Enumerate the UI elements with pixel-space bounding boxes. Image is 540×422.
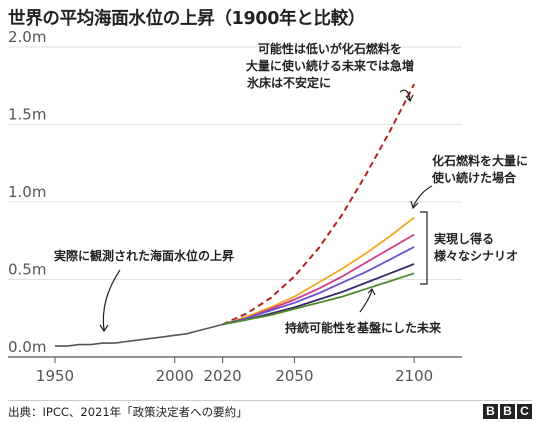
annotations: 可能性は低いが化石燃料を 大量に使い続ける未来では急増 氷床は不安定に 化石燃料… bbox=[54, 41, 532, 335]
source-credit: 出典：IPCC、2021年「政策決定者への要約」 bbox=[8, 405, 248, 419]
chart-title: 世界の平均海面水位の上昇（1900年と比較） bbox=[8, 9, 366, 29]
y-tick-label: 1.5m bbox=[8, 106, 46, 124]
series-scenario-1 bbox=[222, 216, 415, 326]
x-axis: 1950 2000 2020 2050 2100 bbox=[8, 356, 462, 385]
annotation-achievable-line1: 実現し得る bbox=[434, 231, 494, 246]
arrow-fossil-heavy-head bbox=[410, 200, 419, 210]
y-tick-label: 2.0m bbox=[8, 28, 46, 46]
footer-divider bbox=[8, 400, 532, 401]
annotation-observed-line1: 実際に観測された海面水位の上昇 bbox=[54, 248, 234, 263]
annotation-achievable-line2: 様々なシナリオ bbox=[434, 248, 518, 263]
bbc-logo: B B C bbox=[483, 404, 532, 419]
scenario-bracket bbox=[420, 211, 428, 285]
x-tick-label: 2020 bbox=[203, 367, 241, 385]
x-tick-label: 2100 bbox=[395, 367, 433, 385]
arrow-fossil-heavy bbox=[412, 185, 433, 208]
arrow-observed-head bbox=[99, 324, 109, 333]
y-tick-label: 0.0m bbox=[8, 338, 46, 356]
arrow-high-extreme-head bbox=[405, 94, 414, 103]
gridlines bbox=[8, 46, 462, 280]
bbc-logo-letter: B bbox=[500, 404, 515, 419]
x-tick-label: 2050 bbox=[275, 367, 313, 385]
arrow-high-extreme bbox=[399, 89, 411, 101]
annotation-high-extreme-line3: 氷床は不安定に bbox=[246, 75, 331, 90]
arrow-sustainable-head bbox=[367, 287, 376, 296]
data-series bbox=[55, 83, 415, 347]
annotation-high-extreme-line2: 大量に使い続ける未来では急増 bbox=[246, 58, 414, 73]
series-scenario-3 bbox=[222, 246, 415, 326]
y-tick-label: 0.5m bbox=[8, 261, 46, 279]
y-tick-label: 1.0m bbox=[8, 183, 46, 201]
x-tick-label: 1950 bbox=[36, 367, 74, 385]
arrow-observed bbox=[102, 269, 121, 331]
series-scenario-5 bbox=[222, 272, 415, 326]
annotation-high-extreme-line1: 可能性は低いが化石燃料を bbox=[258, 41, 402, 56]
annotation-achievable: 実現し得る 様々なシナリオ bbox=[434, 231, 518, 263]
bbc-logo-letter: B bbox=[483, 404, 498, 419]
series-high-extreme bbox=[222, 83, 415, 326]
annotation-fossil-heavy-line2: 使い続けた場合 bbox=[431, 170, 517, 185]
y-axis-tick-labels: 0.0m 0.5m 1.0m 1.5m 2.0m bbox=[8, 28, 46, 356]
annotation-observed: 実際に観測された海面水位の上昇 bbox=[54, 248, 234, 263]
x-tick-label: 2000 bbox=[156, 367, 194, 385]
annotation-sustainable: 持続可能性を基盤にした未来 bbox=[285, 320, 442, 335]
annotation-sustainable-line1: 持続可能性を基盤にした未来 bbox=[285, 320, 442, 335]
annotation-fossil-heavy-line1: 化石燃料を大量に bbox=[432, 153, 528, 168]
annotation-high-extreme: 可能性は低いが化石燃料を 大量に使い続ける未来では急増 氷床は不安定に bbox=[246, 41, 418, 90]
bbc-logo-letter: C bbox=[517, 404, 532, 419]
series-observed bbox=[55, 323, 223, 347]
annotation-fossil-heavy: 化石燃料を大量に 使い続けた場合 bbox=[431, 153, 532, 185]
arrow-sustainable bbox=[359, 289, 373, 313]
